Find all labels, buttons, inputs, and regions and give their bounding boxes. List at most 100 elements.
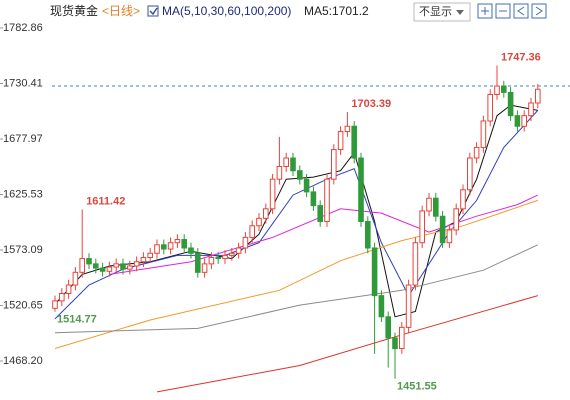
candle <box>528 97 534 121</box>
candle-body <box>324 178 330 223</box>
candle-body <box>426 197 432 212</box>
candle <box>460 184 466 215</box>
candle <box>147 247 153 263</box>
candle-body <box>59 292 65 302</box>
zoom-out-icon[interactable] <box>495 3 511 19</box>
move-left-icon[interactable] <box>513 3 529 19</box>
candle-body <box>535 88 541 104</box>
ma-checkbox[interactable] <box>147 5 159 17</box>
candle <box>140 252 147 268</box>
candle <box>405 279 412 333</box>
high-label: 1703.39 <box>351 98 391 110</box>
candle-body <box>99 267 106 272</box>
candle-body <box>235 247 242 254</box>
candle <box>514 110 521 132</box>
candle <box>65 279 72 299</box>
candle-body <box>521 115 528 127</box>
candle-body <box>371 247 378 297</box>
candle-body <box>317 205 323 223</box>
candle <box>310 186 317 211</box>
candle <box>167 237 174 255</box>
ma-settings[interactable]: MA(5,10,30,60,100,200) <box>162 4 291 18</box>
candle <box>439 210 446 248</box>
y-tick-label: 1677.97 <box>3 133 43 145</box>
hide-button[interactable] <box>413 2 471 22</box>
candle <box>201 258 208 278</box>
candle <box>154 239 160 259</box>
candle-body <box>249 225 255 238</box>
candle <box>331 144 337 185</box>
candle <box>433 192 439 222</box>
candle-body <box>167 242 174 250</box>
candle <box>59 288 65 307</box>
candle-body <box>79 258 86 273</box>
candle-body <box>276 165 283 180</box>
candle-body <box>93 263 99 269</box>
candle <box>222 250 228 264</box>
ma-line <box>54 199 538 349</box>
candle <box>303 173 310 198</box>
candle <box>378 290 385 323</box>
candle <box>174 234 181 248</box>
candle <box>487 89 493 127</box>
candle <box>419 205 425 248</box>
candle-body <box>208 257 215 265</box>
ma-readout: MA5:1701.2 <box>304 4 369 18</box>
candle <box>324 173 330 227</box>
candle <box>399 322 405 354</box>
candle-body <box>303 178 310 193</box>
y-tick-label: 1782.86 <box>3 22 43 34</box>
candle <box>242 232 249 254</box>
candle-body <box>385 316 391 339</box>
candle <box>283 152 289 172</box>
candle-body <box>453 208 459 231</box>
candle-body <box>419 210 425 244</box>
high-label: 1747.36 <box>501 51 541 63</box>
zoom-in-icon[interactable] <box>477 3 493 19</box>
candle-body <box>188 247 194 254</box>
y-tick-label: 1468.20 <box>3 355 43 367</box>
ma-line <box>54 244 539 334</box>
candle <box>120 258 126 275</box>
candle-body <box>392 337 398 350</box>
ma-line <box>54 104 538 318</box>
candle-body <box>467 157 473 191</box>
candle-body <box>65 284 72 294</box>
candle-body <box>242 236 249 249</box>
candle-body <box>446 229 453 244</box>
candle-body <box>480 120 487 148</box>
candle <box>337 126 344 155</box>
candle <box>385 311 391 368</box>
candle <box>106 261 113 277</box>
candle <box>453 203 459 236</box>
candle-body <box>399 326 405 350</box>
candle-body <box>358 157 364 223</box>
candle-body <box>263 208 269 219</box>
candle-body <box>52 300 58 309</box>
candle <box>93 258 99 274</box>
candle <box>195 247 201 278</box>
candle-body <box>290 157 296 172</box>
symbol: 现货黄金 <box>50 3 98 18</box>
candle-body <box>344 125 351 133</box>
low-label: 1451.55 <box>397 381 437 393</box>
move-right-icon[interactable] <box>531 3 547 19</box>
candle <box>52 295 58 312</box>
candle-body <box>433 197 439 217</box>
candle-body <box>106 266 113 272</box>
low-label: 1514.77 <box>57 314 97 326</box>
candle-body <box>222 254 228 260</box>
candle-body <box>487 94 493 122</box>
candle-body <box>229 252 235 256</box>
period[interactable]: <日线> <box>102 4 140 18</box>
candle <box>507 87 514 121</box>
candle <box>358 152 364 227</box>
candle-body <box>113 263 120 268</box>
candle-body <box>181 239 187 249</box>
candle-body <box>174 239 181 244</box>
candle <box>392 332 398 379</box>
candle <box>467 152 473 196</box>
candle <box>371 242 378 354</box>
